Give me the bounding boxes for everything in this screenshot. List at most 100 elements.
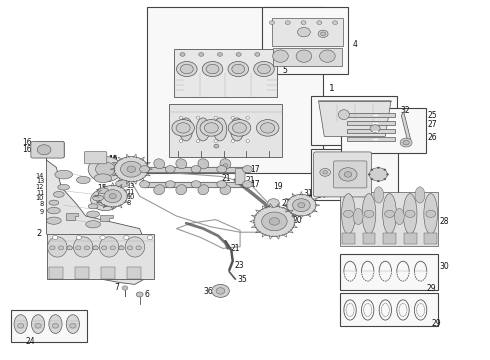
Text: 2: 2 xyxy=(37,229,42,238)
Circle shape xyxy=(377,167,379,168)
Circle shape xyxy=(385,210,394,217)
Text: 11: 11 xyxy=(36,190,44,196)
Ellipse shape xyxy=(198,185,209,195)
Text: 34: 34 xyxy=(316,191,326,199)
Circle shape xyxy=(287,194,316,216)
Circle shape xyxy=(98,185,127,207)
FancyBboxPatch shape xyxy=(347,137,395,141)
Circle shape xyxy=(298,203,305,208)
Circle shape xyxy=(119,246,124,250)
Circle shape xyxy=(261,123,275,133)
Ellipse shape xyxy=(213,118,227,141)
FancyBboxPatch shape xyxy=(341,108,426,153)
Circle shape xyxy=(136,292,143,297)
Circle shape xyxy=(216,288,225,294)
FancyBboxPatch shape xyxy=(34,142,64,158)
Circle shape xyxy=(268,199,279,207)
Circle shape xyxy=(228,120,251,136)
Text: 9: 9 xyxy=(40,210,44,215)
Circle shape xyxy=(93,246,98,250)
Circle shape xyxy=(91,189,120,211)
Text: 26: 26 xyxy=(428,133,438,142)
FancyBboxPatch shape xyxy=(340,293,438,326)
Circle shape xyxy=(180,64,193,74)
Circle shape xyxy=(218,53,222,56)
Circle shape xyxy=(121,161,142,177)
Circle shape xyxy=(119,246,124,250)
FancyBboxPatch shape xyxy=(347,113,395,117)
Circle shape xyxy=(204,123,219,133)
FancyBboxPatch shape xyxy=(84,152,107,164)
Circle shape xyxy=(364,210,374,217)
Text: 12: 12 xyxy=(36,184,44,190)
FancyBboxPatch shape xyxy=(272,18,343,46)
Ellipse shape xyxy=(230,118,244,141)
Circle shape xyxy=(344,172,352,177)
Ellipse shape xyxy=(66,315,79,333)
Circle shape xyxy=(114,157,148,182)
Circle shape xyxy=(243,181,252,188)
Circle shape xyxy=(285,21,290,24)
Circle shape xyxy=(214,144,219,148)
Text: 16: 16 xyxy=(22,139,31,148)
Ellipse shape xyxy=(125,237,145,257)
FancyBboxPatch shape xyxy=(262,7,348,74)
Ellipse shape xyxy=(87,211,99,217)
Text: 13: 13 xyxy=(126,183,135,189)
Circle shape xyxy=(123,235,129,239)
Ellipse shape xyxy=(353,208,363,225)
Circle shape xyxy=(191,181,201,188)
Ellipse shape xyxy=(220,159,231,169)
Text: 17: 17 xyxy=(250,165,260,174)
Ellipse shape xyxy=(86,221,100,228)
Text: 11: 11 xyxy=(126,189,135,194)
Ellipse shape xyxy=(74,237,93,257)
Circle shape xyxy=(214,117,218,119)
FancyBboxPatch shape xyxy=(342,233,355,244)
Ellipse shape xyxy=(154,159,165,169)
FancyBboxPatch shape xyxy=(47,234,154,279)
Circle shape xyxy=(198,53,204,56)
Ellipse shape xyxy=(342,194,355,234)
Ellipse shape xyxy=(49,315,62,333)
Circle shape xyxy=(297,27,310,37)
FancyBboxPatch shape xyxy=(169,104,282,157)
Circle shape xyxy=(196,117,200,119)
Text: 17: 17 xyxy=(250,180,260,189)
Circle shape xyxy=(180,53,185,56)
Circle shape xyxy=(93,246,98,250)
Circle shape xyxy=(70,324,76,328)
Circle shape xyxy=(191,166,201,173)
Circle shape xyxy=(320,168,330,176)
Text: 6: 6 xyxy=(144,289,149,299)
Circle shape xyxy=(320,32,325,36)
Text: 20: 20 xyxy=(292,216,302,225)
Text: 10: 10 xyxy=(36,195,44,201)
Polygon shape xyxy=(47,146,145,284)
FancyBboxPatch shape xyxy=(314,152,371,197)
Ellipse shape xyxy=(99,237,119,257)
Text: 30: 30 xyxy=(440,262,449,271)
Circle shape xyxy=(58,246,64,250)
Circle shape xyxy=(206,64,219,74)
Text: 8: 8 xyxy=(40,202,44,207)
Ellipse shape xyxy=(394,208,404,225)
Circle shape xyxy=(127,246,133,250)
Ellipse shape xyxy=(116,180,129,187)
Text: 23: 23 xyxy=(234,261,244,270)
Ellipse shape xyxy=(14,315,27,333)
Circle shape xyxy=(339,168,357,181)
Ellipse shape xyxy=(424,194,438,234)
Circle shape xyxy=(333,21,338,24)
Polygon shape xyxy=(318,101,391,136)
Circle shape xyxy=(200,120,222,136)
Ellipse shape xyxy=(220,185,231,195)
Text: 18: 18 xyxy=(108,156,117,165)
Ellipse shape xyxy=(58,184,70,190)
Circle shape xyxy=(122,286,128,290)
Text: 14: 14 xyxy=(36,173,44,179)
Circle shape xyxy=(172,120,195,136)
Text: 29: 29 xyxy=(431,320,441,328)
Circle shape xyxy=(104,190,122,203)
Ellipse shape xyxy=(49,200,59,205)
